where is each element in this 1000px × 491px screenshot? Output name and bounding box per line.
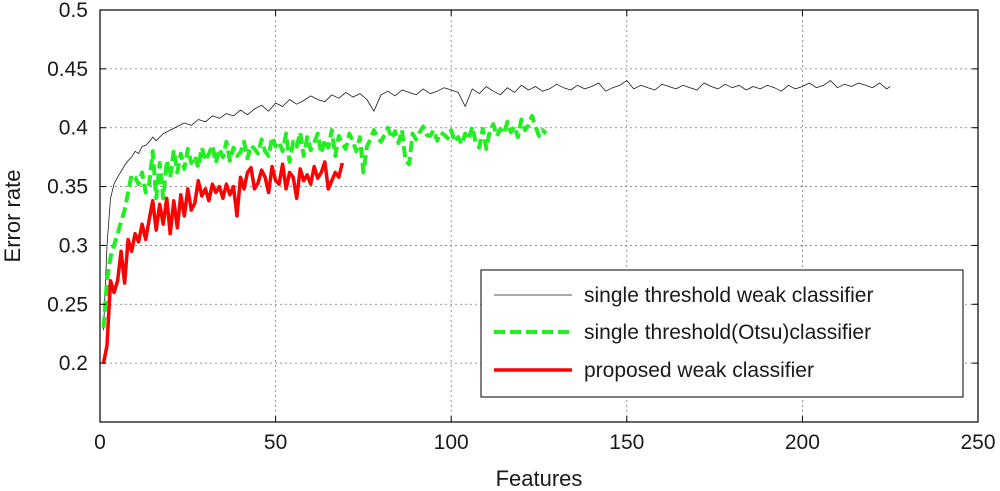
x-tick-label: 50 (264, 431, 287, 454)
y-tick-label: 0.45 (47, 58, 88, 81)
legend-label-proposed: proposed weak classifier (584, 359, 814, 382)
x-axis-label: Features (496, 466, 583, 491)
y-tick-label: 0.35 (47, 176, 88, 199)
y-tick-label: 0.4 (59, 117, 89, 140)
y-axis-label: Error rate (0, 170, 25, 263)
legend-label-single-threshold: single threshold weak classifier (584, 284, 873, 307)
x-tick-label: 250 (960, 431, 995, 454)
legend-label-otsu: single threshold(Otsu)classifier (584, 321, 871, 344)
y-tick-label: 0.25 (47, 293, 88, 316)
x-tick-label: 150 (609, 431, 644, 454)
y-tick-label: 0.5 (59, 0, 88, 22)
y-tick-labels: 0.2 0.25 0.3 0.35 0.4 0.45 0.5 (47, 0, 88, 375)
legend: single threshold weak classifier single … (480, 269, 964, 398)
y-tick-label: 0.3 (59, 234, 88, 257)
x-tick-label: 0 (94, 431, 106, 454)
x-tick-label: 200 (785, 431, 820, 454)
y-tick-label: 0.2 (59, 352, 88, 375)
axis-ticks (99, 9, 979, 422)
series-line-0 (103, 80, 891, 331)
series-line-2 (101, 160, 344, 364)
series-line-1 (101, 113, 548, 328)
plot-frame (99, 9, 979, 423)
x-tick-label: 100 (434, 431, 469, 454)
series-layer (101, 80, 891, 364)
x-tick-labels: 0 50 100 150 200 250 (94, 431, 995, 454)
